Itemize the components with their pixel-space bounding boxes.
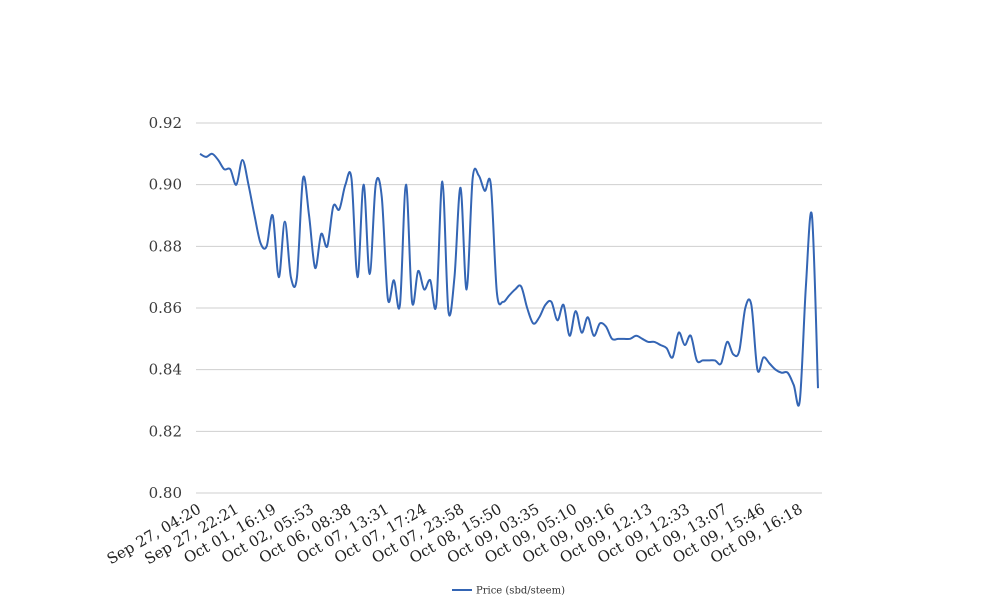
gridlines: [196, 122, 822, 494]
y-tick-label: 0.88: [149, 237, 182, 255]
y-tick-label: 0.82: [149, 422, 182, 440]
y-axis-tick-labels: 0.80 0.82 0.84 0.86 0.88 0.90 0.92: [149, 114, 182, 502]
y-tick-label: 0.90: [149, 176, 182, 194]
series-layer: [199, 152, 819, 407]
y-tick-label: 0.80: [149, 484, 182, 502]
y-tick-label: 0.86: [149, 299, 182, 317]
y-tick-label: 0.92: [149, 114, 182, 132]
legend-label: Price (sbd/steem): [476, 586, 565, 597]
y-tick-label: 0.84: [149, 361, 182, 379]
series-line: [199, 152, 819, 407]
legend: Price (sbd/steem): [452, 586, 565, 597]
